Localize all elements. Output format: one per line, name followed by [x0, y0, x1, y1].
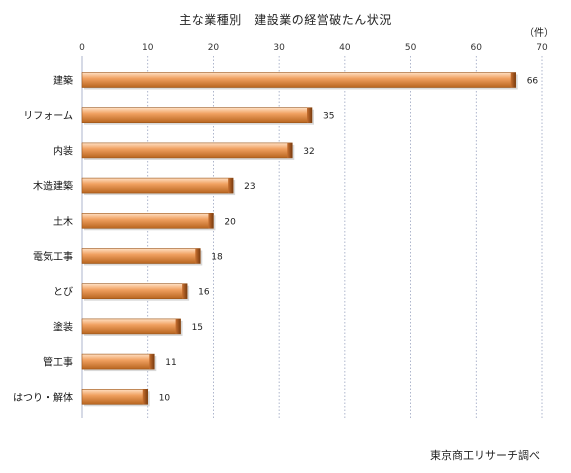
x-axis-ticks: 0 10 20 30 40 50 60 70 — [79, 43, 548, 53]
x-tick-label: 20 — [208, 43, 220, 53]
bars — [81, 72, 518, 407]
category-label: 木造建築 — [33, 180, 73, 193]
value-label: 66 — [527, 77, 539, 87]
unit-label: （件） — [524, 28, 554, 39]
bar-cap — [510, 72, 516, 88]
x-tick-label: 40 — [339, 43, 351, 53]
value-label: 35 — [323, 112, 334, 122]
category-label: リフォーム — [23, 110, 73, 122]
bar — [81, 213, 214, 229]
bar — [81, 283, 188, 300]
bar-cap — [307, 107, 312, 123]
category-label: 塗装 — [53, 320, 73, 333]
bar — [81, 353, 155, 370]
value-labels: 66 35 32 23 20 18 16 15 11 10 — [159, 77, 539, 404]
x-tick-label: 10 — [142, 43, 154, 53]
bar — [81, 318, 181, 335]
x-tick-label: 50 — [405, 43, 417, 53]
bar — [81, 248, 201, 264]
bar-cap — [175, 318, 181, 334]
bar — [81, 142, 293, 159]
value-label: 15 — [192, 323, 203, 333]
source-note: 東京商工リサーチ調べ — [430, 449, 540, 462]
value-label: 10 — [159, 393, 171, 403]
bar — [81, 388, 149, 405]
value-label: 11 — [165, 358, 176, 368]
category-label: 管工事 — [43, 356, 73, 369]
category-label: 土木 — [53, 215, 73, 228]
x-tick-label: 70 — [536, 43, 548, 53]
x-tick-label: 30 — [273, 43, 285, 53]
bar-cap — [287, 142, 293, 158]
category-label: 建築 — [53, 74, 73, 87]
category-label: 内装 — [53, 144, 73, 157]
category-label: はつり・解体 — [13, 391, 73, 404]
chart-title: 主な業種別 建設業の経営破たん状況 — [179, 13, 392, 27]
value-label: 32 — [303, 147, 314, 157]
bar — [81, 177, 234, 194]
value-label: 16 — [198, 288, 210, 298]
bar-cap — [195, 248, 201, 264]
bar-cap — [208, 213, 214, 229]
bar — [81, 72, 517, 88]
bar-cap — [142, 389, 148, 405]
bar-cap — [149, 354, 155, 370]
bar-cap — [228, 178, 234, 194]
bar — [81, 107, 313, 123]
value-label: 23 — [244, 182, 255, 192]
x-tick-label: 60 — [471, 43, 483, 53]
category-label: とび — [53, 286, 73, 298]
value-label: 18 — [211, 253, 223, 263]
bar-cap — [182, 283, 188, 299]
category-label: 電気工事 — [33, 250, 73, 263]
value-label: 20 — [224, 217, 236, 227]
x-tick-label: 0 — [79, 43, 85, 53]
